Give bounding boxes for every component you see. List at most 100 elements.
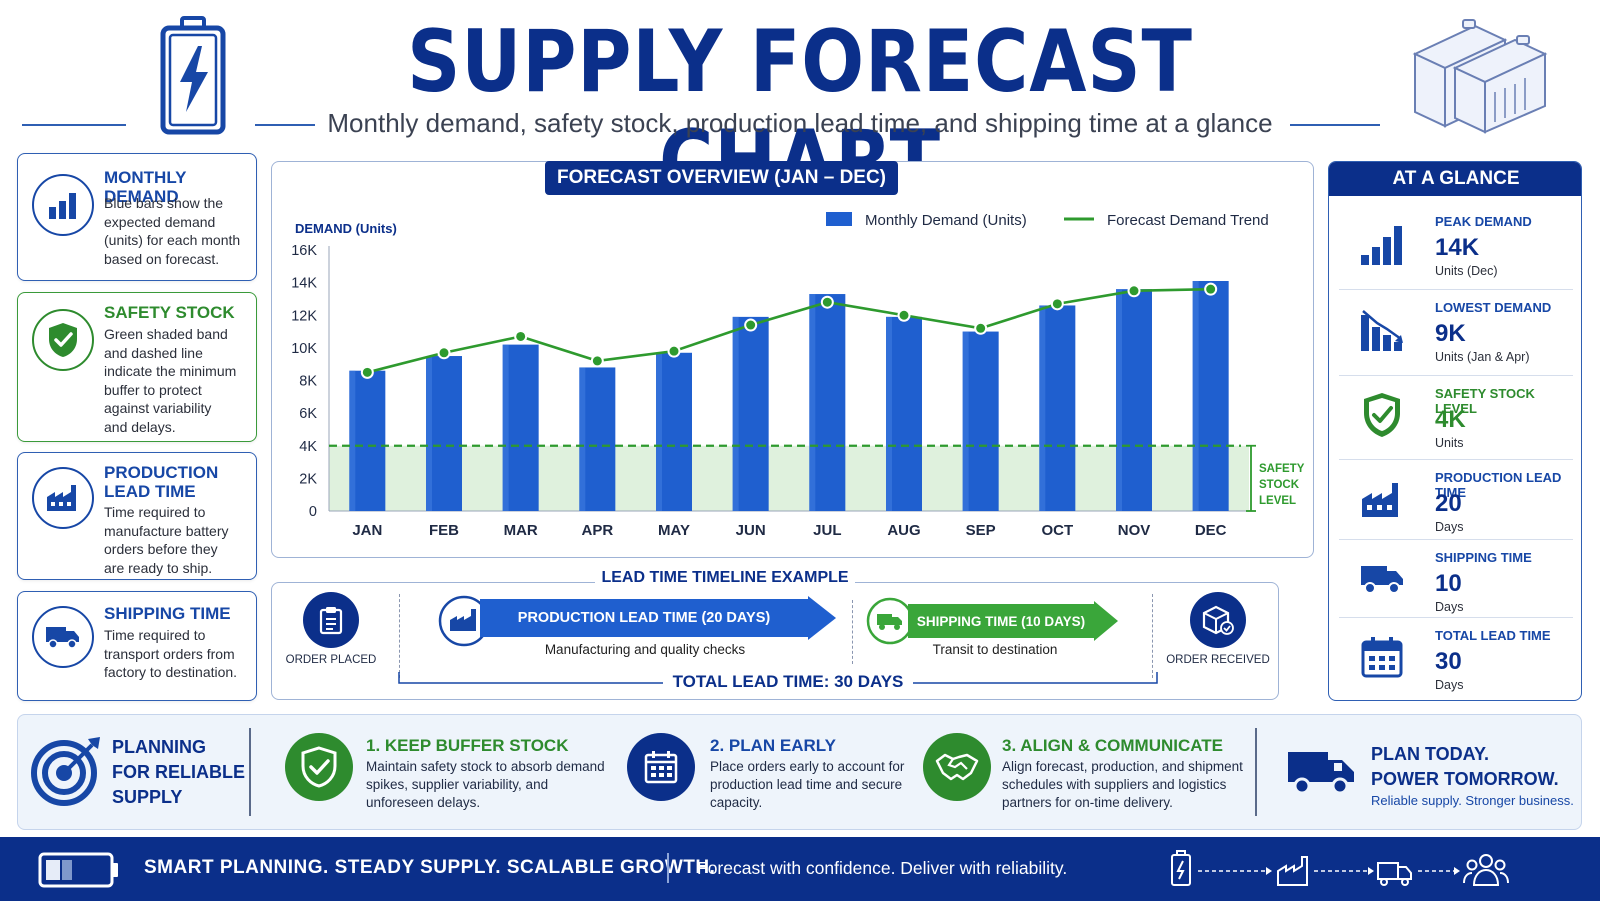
bar-dec bbox=[1192, 280, 1229, 511]
bar-highlight bbox=[426, 356, 432, 511]
factory-icon bbox=[32, 467, 94, 529]
factory-icon bbox=[1357, 474, 1407, 524]
trend-point-oct bbox=[1050, 297, 1064, 311]
x-tick-label: JAN bbox=[352, 522, 382, 539]
bar-highlight bbox=[962, 331, 969, 511]
x-tick-label: JUN bbox=[736, 522, 766, 539]
info-title: MONTHLY DEMAND bbox=[104, 168, 187, 206]
chart-title: FORECAST OVERVIEW (JAN – DEC) bbox=[545, 161, 898, 195]
trend-point-dec bbox=[1204, 282, 1218, 296]
y-tick-label: 12K bbox=[291, 308, 317, 324]
shipping-sub: Transit to destination bbox=[932, 642, 1058, 657]
trend-point-jun bbox=[744, 318, 758, 332]
y-tick-label: 8K bbox=[299, 374, 317, 390]
info-card-shipping-time: SHIPPING TIME Time required to transport … bbox=[17, 591, 257, 701]
trend-point-apr bbox=[590, 354, 604, 368]
y-axis-label: DEMAND (Units) bbox=[295, 221, 397, 236]
safety-stock-label: SAFETY bbox=[1259, 463, 1305, 475]
info-text: Time required to transport orders from fac… bbox=[104, 627, 238, 680]
x-tick-label: NOV bbox=[1118, 522, 1151, 539]
timeline-divider bbox=[399, 594, 400, 678]
trend-point-mar bbox=[514, 329, 528, 343]
safety-stock-band bbox=[329, 445, 1249, 511]
shield-check-icon bbox=[285, 733, 353, 801]
glance-shipping-time: SHIPPING TIME 10 Days bbox=[1339, 542, 1573, 618]
plan-today-tagline: Reliable supply. Stronger business. bbox=[1371, 793, 1574, 808]
x-tick-label: OCT bbox=[1041, 522, 1073, 539]
trend-point-sep bbox=[974, 321, 988, 335]
calendar-icon bbox=[627, 733, 695, 801]
trend-point-jan bbox=[360, 365, 374, 379]
bar-mar bbox=[502, 344, 539, 511]
battery-bolt-icon bbox=[160, 16, 226, 135]
header: SUPPLY FORECAST CHART Monthly demand, sa… bbox=[0, 0, 1600, 212]
x-tick-label: APR bbox=[581, 522, 613, 539]
battery-icon bbox=[38, 852, 118, 888]
glance-safety-stock: SAFETY STOCK LEVEL 4K Units bbox=[1339, 378, 1573, 460]
plan-step-head: 3. ALIGN & COMMUNICATE bbox=[1002, 736, 1223, 755]
at-a-glance-title: AT A GLANCE bbox=[1329, 162, 1581, 196]
bar-apr bbox=[579, 367, 616, 511]
plan-today-cta: PLAN TODAY. POWER TOMORROW. bbox=[1371, 744, 1559, 789]
footer-flow bbox=[1171, 850, 1509, 886]
x-tick-label: SEP bbox=[966, 522, 996, 539]
y-tick-label: 0 bbox=[309, 504, 317, 520]
footer-slogan: SMART PLANNING. STEADY SUPPLY. SCALABLE … bbox=[144, 857, 716, 878]
x-tick-label: JUL bbox=[813, 522, 841, 539]
shield-check-icon bbox=[1357, 390, 1407, 440]
y-tick-label: 2K bbox=[299, 471, 317, 487]
total-lead-time: TOTAL LEAD TIME: 30 DAYS bbox=[398, 672, 1158, 694]
legend-label-trend: Forecast Demand Trend bbox=[1107, 212, 1269, 229]
info-card-production-lead-time: PRODUCTION LEAD TIME Time required to manu… bbox=[17, 452, 257, 580]
bar-highlight bbox=[349, 370, 356, 511]
bar-highlight bbox=[732, 316, 739, 511]
truck-icon bbox=[32, 606, 94, 668]
plan-step-text: Maintain safety stock to absorb demand sp… bbox=[366, 759, 605, 810]
bar-highlight bbox=[1039, 305, 1046, 511]
bar-highlight bbox=[1192, 280, 1199, 511]
page-subtitle: Monthly demand, safety stock, production… bbox=[327, 108, 1273, 138]
order-placed-label: ORDER PLACED bbox=[285, 654, 377, 666]
truck-icon bbox=[1377, 862, 1412, 886]
bar-highlight bbox=[502, 344, 509, 511]
delivery-truck-icon bbox=[1288, 752, 1354, 795]
y-tick-label: 14K bbox=[291, 276, 317, 292]
legend-label-bars: Monthly Demand (Units) bbox=[865, 212, 1027, 229]
forecast-chart: DEMAND (Units) 0 2K 4K 6K 8K 10K 12K 14K 16K SAFET… bbox=[291, 212, 1305, 539]
trend-line bbox=[367, 287, 1211, 374]
bar-highlight bbox=[809, 294, 816, 511]
glance-total-lead-time: TOTAL LEAD TIME 30 Days bbox=[1339, 620, 1573, 700]
bar-jan bbox=[349, 370, 386, 511]
trend-point-may bbox=[667, 344, 681, 358]
order-received-label: ORDER RECEIVED bbox=[1166, 654, 1270, 666]
bar-highlight bbox=[886, 316, 892, 511]
plan-step-head: 1. KEEP BUFFER STOCK bbox=[366, 736, 569, 755]
production-lead-time-arrow: PRODUCTION LEAD TIME (20 DAYS) bbox=[480, 596, 836, 640]
footer-divider bbox=[667, 853, 669, 883]
handshake-icon bbox=[923, 733, 991, 801]
y-tick-label: 10K bbox=[291, 341, 317, 357]
info-card-safety-stock: SAFETY STOCK Green shaded band and dashed… bbox=[17, 292, 257, 442]
shipping-time-arrow: SHIPPING TIME (10 DAYS) bbox=[908, 600, 1118, 642]
timeline-title: LEAD TIME TIMELINE EXAMPLE bbox=[595, 567, 855, 589]
rising-bars-icon bbox=[1357, 220, 1407, 270]
truck-icon bbox=[1357, 554, 1407, 604]
glance-peak-demand: PEAK DEMAND 14K Units (Dec) bbox=[1339, 206, 1573, 290]
people-icon bbox=[1463, 854, 1509, 886]
bar-chart-icon bbox=[32, 174, 94, 236]
plan-step-text: Align forecast, production, and shipment… bbox=[1002, 759, 1243, 810]
truck-icon bbox=[866, 597, 914, 645]
battery-cells-icon bbox=[1412, 19, 1548, 134]
timeline-divider bbox=[852, 600, 853, 664]
x-tick-label: DEC bbox=[1195, 522, 1227, 539]
total-lead-time-label: TOTAL LEAD TIME: 30 DAYS bbox=[663, 672, 913, 692]
factory-icon bbox=[1277, 856, 1308, 886]
calendar-icon bbox=[1357, 632, 1407, 682]
production-sub: Manufacturing and quality checks bbox=[544, 642, 746, 657]
bar-highlight bbox=[656, 352, 662, 511]
glance-production-lead-time: PRODUCTION LEAD TIME 20 Days bbox=[1339, 462, 1573, 540]
safety-stock-label: LEVEL bbox=[1259, 495, 1296, 507]
info-title: PRODUCTION LEAD TIME bbox=[104, 463, 219, 501]
trend-point-aug bbox=[897, 308, 911, 322]
info-title: SHIPPING TIME bbox=[104, 604, 231, 623]
